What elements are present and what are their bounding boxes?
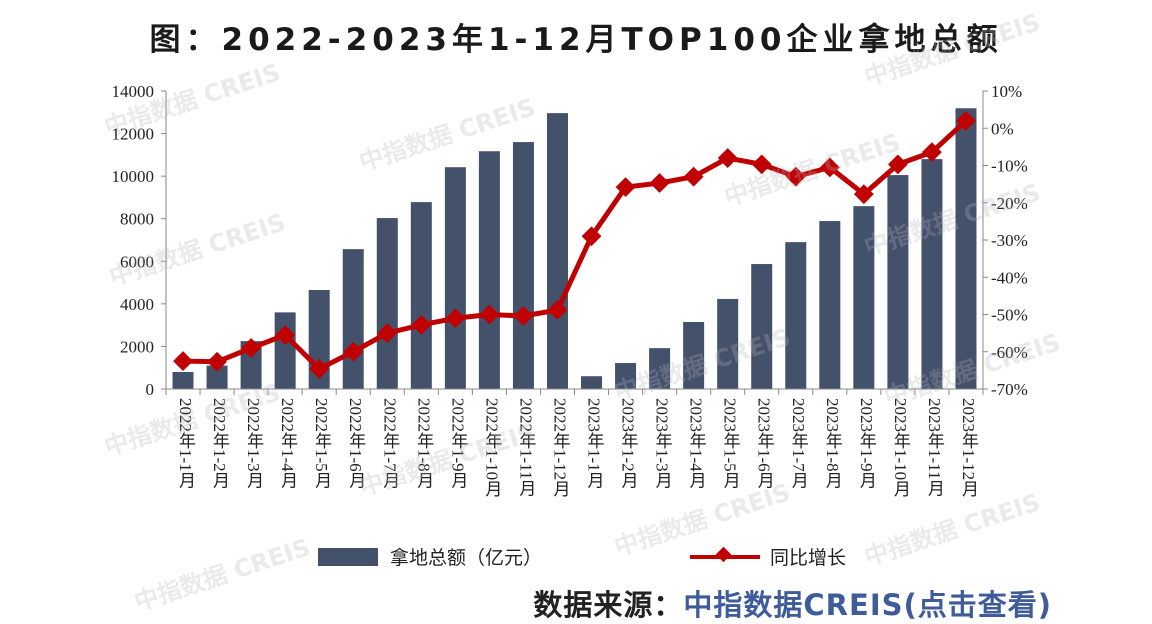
x-tick-label: 2022年1-10月 [482, 398, 502, 498]
yoy-point [411, 315, 432, 335]
x-tick-label: 2023年1-10月 [890, 398, 910, 498]
bar [751, 264, 773, 389]
y-left-tick-label: 10000 [112, 167, 155, 186]
y-left-tick-label: 6000 [120, 252, 154, 271]
bar [240, 341, 262, 389]
x-tick-label: 2022年1-8月 [414, 398, 434, 489]
x-tick-label: 2022年1-2月 [210, 398, 230, 489]
yoy-point [513, 306, 534, 326]
y-right-tick-label: -30% [991, 231, 1028, 250]
x-tick-label: 2023年1-9月 [856, 398, 876, 489]
yoy-point [343, 341, 364, 362]
x-tick-label: 2023年1-11月 [924, 398, 944, 497]
x-tick-label: 2022年1-5月 [312, 398, 332, 489]
bar [717, 298, 739, 389]
y-right-tick-label: -70% [991, 380, 1028, 399]
bar [206, 365, 228, 389]
yoy-point [445, 308, 466, 329]
y-left-tick-label: 14000 [112, 82, 155, 101]
bar [649, 348, 671, 389]
x-tick-label: 2023年1-5月 [720, 398, 740, 489]
bar [444, 167, 466, 389]
x-tick-label: 2023年1-4月 [686, 398, 706, 489]
x-tick-label: 2023年1-8月 [822, 398, 842, 489]
y-left-tick-label: 4000 [120, 295, 154, 314]
x-tick-label: 2022年1-3月 [244, 398, 264, 489]
bar [581, 376, 603, 389]
y-right-tick-label: 0% [991, 119, 1014, 138]
bar [853, 206, 875, 389]
y-left-tick-label: 8000 [120, 210, 154, 229]
chart-title: 图：2022-2023年1-12月TOP100企业拿地总额 [149, 22, 1003, 58]
x-tick-label: 2023年1-7月 [788, 398, 808, 489]
y-right-tick-label: -50% [991, 306, 1028, 325]
bar [546, 113, 568, 389]
x-tick-label: 2022年1-11月 [516, 398, 536, 497]
bar [376, 218, 398, 389]
yoy-line [182, 118, 968, 372]
bar [512, 142, 534, 389]
bar [172, 371, 194, 389]
x-tick-label: 2023年1-6月 [754, 398, 774, 489]
yoy-point [275, 325, 296, 345]
bar [683, 321, 705, 389]
x-tick-label: 2023年1-12月 [958, 398, 978, 498]
legend-line-swatch [690, 554, 761, 559]
x-tick-label: 2022年1-4月 [278, 398, 298, 489]
bar [342, 249, 364, 389]
bar [274, 312, 296, 389]
x-tick-label: 2022年1-12月 [550, 398, 570, 498]
yoy-point [649, 173, 670, 193]
legend-bar-swatch [318, 547, 378, 566]
y-right-tick-label: -20% [991, 194, 1028, 213]
y-left-tick-label: 12000 [112, 125, 155, 144]
bar [615, 363, 637, 389]
y-right-tick-label: 10% [991, 82, 1022, 101]
y-left-tick-label: 2000 [120, 337, 154, 356]
legend-line-label: 同比增长 [770, 547, 847, 569]
x-tick-label: 2022年1-6月 [346, 398, 366, 489]
bar [921, 159, 943, 389]
bar [819, 221, 841, 389]
bar [955, 108, 977, 390]
x-tick-label: 2023年1-2月 [618, 398, 638, 489]
yoy-point [241, 338, 262, 358]
yoy-point [207, 351, 227, 372]
bar [887, 175, 909, 389]
x-tick-label: 2023年1-1月 [584, 398, 604, 489]
source-link[interactable]: 中指数据CREIS(点击查看) [683, 588, 1052, 622]
x-tick-label: 2023年1-3月 [652, 398, 672, 489]
bar [478, 151, 500, 389]
y-right-tick-label: -40% [991, 268, 1028, 287]
x-tick-label: 2022年1-1月 [176, 398, 195, 489]
yoy-point [547, 300, 568, 320]
yoy-point [683, 166, 704, 187]
legend: 拿地总额（亿元） 同比增长 [318, 543, 846, 570]
yoy-point [309, 358, 330, 379]
source-note: 数据来源：中指数据CREIS(点击查看) [533, 582, 1052, 624]
yoy-point [173, 351, 193, 371]
bar [785, 242, 807, 389]
y-left-tick-label: 0 [146, 380, 155, 399]
x-tick-label: 2022年1-7月 [380, 398, 400, 489]
y-right-tick-label: -60% [991, 343, 1028, 362]
source-label: 数据来源： [533, 588, 684, 622]
y-right-tick-label: -10% [991, 157, 1028, 176]
yoy-point [479, 304, 500, 325]
yoy-point [717, 148, 738, 168]
yoy-point [377, 323, 398, 344]
legend-bar-label: 拿地总额（亿元） [390, 547, 543, 569]
bar [410, 202, 432, 389]
x-tick-label: 2022年1-9月 [448, 398, 468, 489]
